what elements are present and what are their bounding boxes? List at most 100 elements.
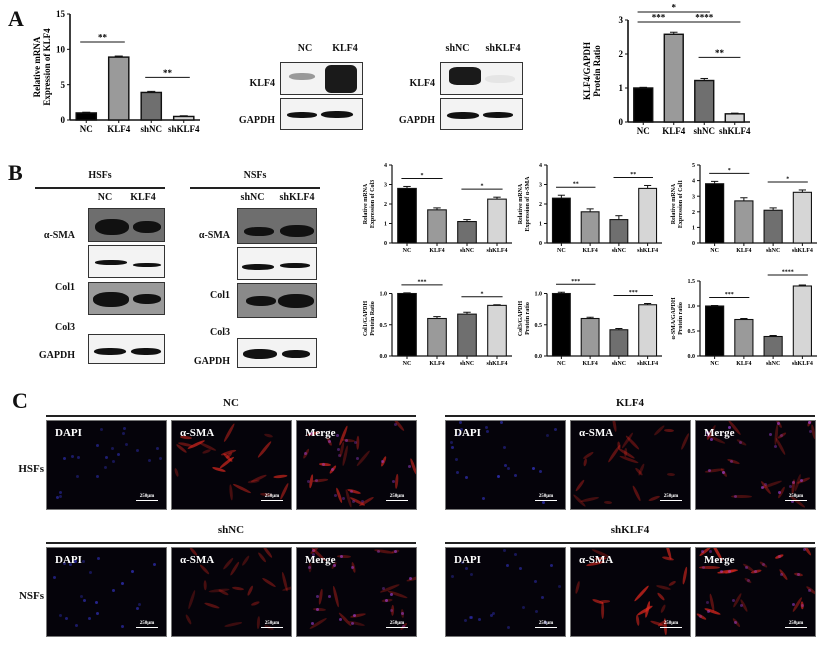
svg-text:shKLF4: shKLF4 xyxy=(637,248,658,254)
blot-image-col1 xyxy=(88,245,165,278)
blot-image-asma xyxy=(237,208,317,244)
svg-text:2: 2 xyxy=(384,202,387,208)
scale-bar: 250μm xyxy=(136,493,158,501)
lane-label: shNC xyxy=(445,43,470,54)
svg-text:***: *** xyxy=(725,292,734,298)
micrograph-dapi: DAPI 250μm xyxy=(46,420,167,510)
scale-bar: 250μm xyxy=(535,493,557,501)
svg-text:10: 10 xyxy=(56,44,66,54)
channel-label: Merge xyxy=(305,554,336,566)
scale-bar-label: 250μm xyxy=(538,493,554,499)
svg-text:shNC: shNC xyxy=(460,248,474,254)
svg-text:Relative mRNA: Relative mRNA xyxy=(671,183,677,224)
panel-letter-a: A xyxy=(8,6,24,31)
scale-bar-label: 250μm xyxy=(264,620,280,626)
row-label: KLF4 xyxy=(249,78,275,89)
micrograph-asma: α-SMA 250μm xyxy=(570,547,691,637)
channel-label: α-SMA xyxy=(579,427,614,439)
svg-text:shKLF4: shKLF4 xyxy=(486,361,507,367)
svg-text:NC: NC xyxy=(710,361,719,367)
cell-type-label: HSFs xyxy=(88,170,112,181)
svg-text:0.0: 0.0 xyxy=(535,354,543,360)
svg-text:1: 1 xyxy=(539,222,542,228)
scale-bar: 250μm xyxy=(535,621,557,628)
svg-text:NC: NC xyxy=(403,248,412,254)
svg-text:**: ** xyxy=(573,182,579,188)
svg-text:NC: NC xyxy=(80,124,93,134)
channel-label: DAPI xyxy=(55,427,82,439)
scale-bar: 250μm xyxy=(660,620,682,628)
svg-text:Relative mRNA: Relative mRNA xyxy=(363,183,369,224)
svg-text:Col3/GAPDH: Col3/GAPDH xyxy=(518,301,524,337)
svg-text:4: 4 xyxy=(384,163,387,169)
row-label: HSFs xyxy=(18,463,44,475)
group-title: NC xyxy=(223,397,239,409)
svg-text:shKLF4: shKLF4 xyxy=(719,126,751,136)
blot-image-gapdh xyxy=(88,334,165,364)
row-label: Col3 xyxy=(55,322,75,333)
svg-text:2: 2 xyxy=(692,210,695,216)
scale-bar-label: 250μm xyxy=(663,620,679,626)
svg-text:1.0: 1.0 xyxy=(535,292,543,298)
svg-text:shKLF4: shKLF4 xyxy=(486,248,507,254)
svg-text:0: 0 xyxy=(692,241,695,247)
blot-a-overexpression: NC KLF4 KLF4 GAPDH xyxy=(230,40,370,135)
panel-letter-c: C xyxy=(12,388,28,413)
svg-text:shKLF4: shKLF4 xyxy=(792,361,813,367)
svg-text:shNC: shNC xyxy=(140,124,162,134)
svg-text:1: 1 xyxy=(619,83,624,93)
row-label: Col1 xyxy=(55,282,75,293)
scale-bar-label: 250μm xyxy=(788,620,804,626)
blot-image-gapdh xyxy=(237,338,317,368)
divider-line xyxy=(35,187,165,189)
svg-text:***: *** xyxy=(418,279,427,285)
svg-text:**: ** xyxy=(715,48,725,58)
scale-bar: 250μm xyxy=(261,620,283,628)
panel-letter-b: B xyxy=(8,160,23,185)
chart-mrna-klf4: 0 5 10 15 Relative mRNA Expression of KLF4 NC K… xyxy=(30,2,210,142)
channel-label: α-SMA xyxy=(579,554,614,566)
scale-bar-line xyxy=(136,626,158,628)
chart-protein-col3: 0.0 0.5 1.0 Col3/GAPDH Protein ratio NC KLF4 sh… xyxy=(515,265,670,370)
divider-line xyxy=(46,415,416,417)
scale-bar-label: 250μm xyxy=(139,620,155,626)
scale-bar-line xyxy=(660,626,682,628)
scale-bar-label: 250μm xyxy=(389,620,405,626)
svg-text:0.5: 0.5 xyxy=(380,323,388,329)
blot-image-klf4 xyxy=(440,62,523,95)
svg-text:2: 2 xyxy=(539,202,542,208)
lane-label: NC xyxy=(97,192,113,203)
svg-text:KLF4: KLF4 xyxy=(429,248,444,254)
channel-label: DAPI xyxy=(55,554,82,566)
svg-text:KLF4: KLF4 xyxy=(736,248,751,254)
scale-bar-label: 250μm xyxy=(139,493,155,499)
svg-text:NC: NC xyxy=(710,248,719,254)
lane-label: NC xyxy=(297,43,313,54)
chart-mrna-col3: 0 1 2 3 4 Relative mRNA Expression of Col3 NC KL… xyxy=(360,155,520,255)
svg-text:Expression of Col3: Expression of Col3 xyxy=(370,180,376,228)
svg-text:****: **** xyxy=(695,13,714,23)
svg-text:0.5: 0.5 xyxy=(535,323,543,329)
channel-label: Merge xyxy=(704,427,735,439)
svg-text:KLF4/GAPDH: KLF4/GAPDH xyxy=(582,42,592,100)
lane-label: shKLF4 xyxy=(485,43,521,54)
svg-text:KLF4: KLF4 xyxy=(582,361,597,367)
svg-text:1.0: 1.0 xyxy=(380,292,388,298)
svg-text:shNC: shNC xyxy=(612,361,626,367)
svg-text:5: 5 xyxy=(61,80,66,90)
micrograph-dapi: DAPI 250μm xyxy=(46,547,167,637)
scale-bar: 250μm xyxy=(386,620,408,628)
svg-text:**: ** xyxy=(163,68,173,78)
group-title: shKLF4 xyxy=(610,524,650,536)
channel-label: DAPI xyxy=(454,427,481,439)
scale-bar: 250μm xyxy=(785,620,807,628)
micrograph-asma: α-SMA 250μm xyxy=(570,420,691,510)
svg-text:shNC: shNC xyxy=(766,248,780,254)
svg-text:0: 0 xyxy=(384,241,387,247)
chart-mrna-asma: 0 1 2 3 4 Relative mRNA Expression of α-SMA NC K… xyxy=(515,155,670,255)
blot-image-gapdh xyxy=(440,98,523,130)
svg-text:KLF4: KLF4 xyxy=(429,361,444,367)
group-title: KLF4 xyxy=(615,397,645,409)
svg-text:0.0: 0.0 xyxy=(688,354,696,360)
chart-protein-klf4: 0 1 2 3 KLF4/GAPDH Protein Ratio NC KLF4 shNC shK… xyxy=(580,2,780,144)
